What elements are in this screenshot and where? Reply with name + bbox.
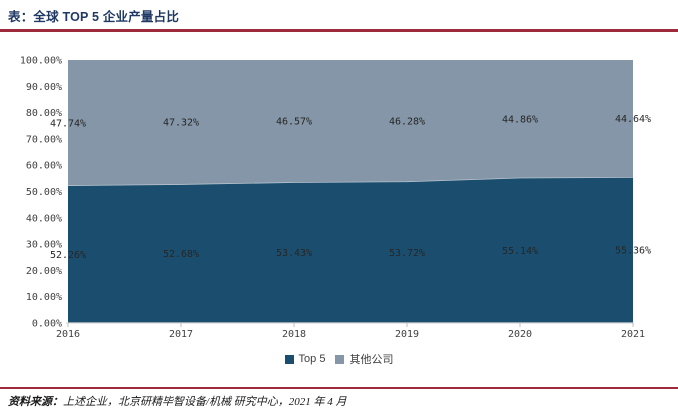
y-axis-tick-label: 80.00% (26, 108, 62, 119)
y-axis-tick-label: 20.00% (26, 266, 62, 277)
top-divider (0, 29, 678, 32)
footer-divider (0, 387, 678, 389)
data-label-others: 44.86% (502, 114, 538, 125)
data-label-top5: 53.43% (276, 248, 312, 259)
stacked-area-chart: 0.00% 10.00% 20.00% 30.00% 40.00% 50.00% 60.00… (20, 56, 651, 341)
area-top5 (68, 177, 633, 323)
data-label-top5: 55.36% (615, 246, 651, 257)
y-axis-tick-label: 0.00% (32, 319, 62, 330)
chart-legend: Top 5 其他公司 (0, 351, 678, 367)
y-axis-tick-label: 10.00% (26, 292, 62, 303)
source-text: 上述企业，北京研精毕智设备/机械 研究中心，2021 年 4 月 (63, 396, 347, 408)
legend-label-top5: Top 5 (298, 353, 326, 365)
x-axis-tick-label: 2021 (621, 329, 645, 340)
x-axis-tick-label: 2017 (169, 329, 193, 340)
area-others (68, 60, 633, 186)
y-axis-tick-label: 100.00% (20, 56, 62, 67)
data-label-others: 46.57% (276, 117, 312, 128)
page-title: 表：全球 TOP 5 企业产量占比 (8, 10, 180, 24)
legend-swatch-others (335, 354, 345, 364)
y-axis-tick-label: 60.00% (26, 161, 62, 172)
y-axis-tick-label: 50.00% (26, 187, 62, 198)
data-label-others: 44.64% (615, 114, 651, 125)
data-label-others: 47.74% (50, 118, 86, 129)
x-axis-tick-label: 2019 (395, 329, 419, 340)
legend-item-top5: Top 5 (284, 353, 326, 365)
legend-swatch-top5 (284, 354, 294, 364)
data-label-top5: 53.72% (389, 248, 425, 259)
legend-item-others: 其他公司 (335, 351, 393, 367)
legend-label-others: 其他公司 (349, 354, 394, 366)
data-label-top5: 52.26% (50, 250, 86, 261)
x-axis-tick-label: 2020 (508, 329, 532, 340)
y-axis-tick-label: 70.00% (26, 134, 62, 145)
y-axis-tick-label: 30.00% (26, 240, 62, 251)
data-label-top5: 52.68% (163, 249, 199, 260)
data-label-top5: 55.14% (502, 246, 538, 257)
y-axis-tick-label: 40.00% (26, 213, 62, 224)
data-label-others: 46.28% (389, 116, 425, 127)
data-label-others: 47.32% (163, 118, 199, 129)
source-label: 资料来源： (8, 396, 63, 408)
source-note: 资料来源：上述企业，北京研精毕智设备/机械 研究中心，2021 年 4 月 (8, 393, 347, 409)
series-boundary-line (67, 177, 634, 186)
x-axis-tick-label: 2018 (282, 329, 306, 340)
x-axis-tick-label: 2016 (56, 329, 80, 340)
y-axis-tick-label: 90.00% (26, 82, 62, 93)
